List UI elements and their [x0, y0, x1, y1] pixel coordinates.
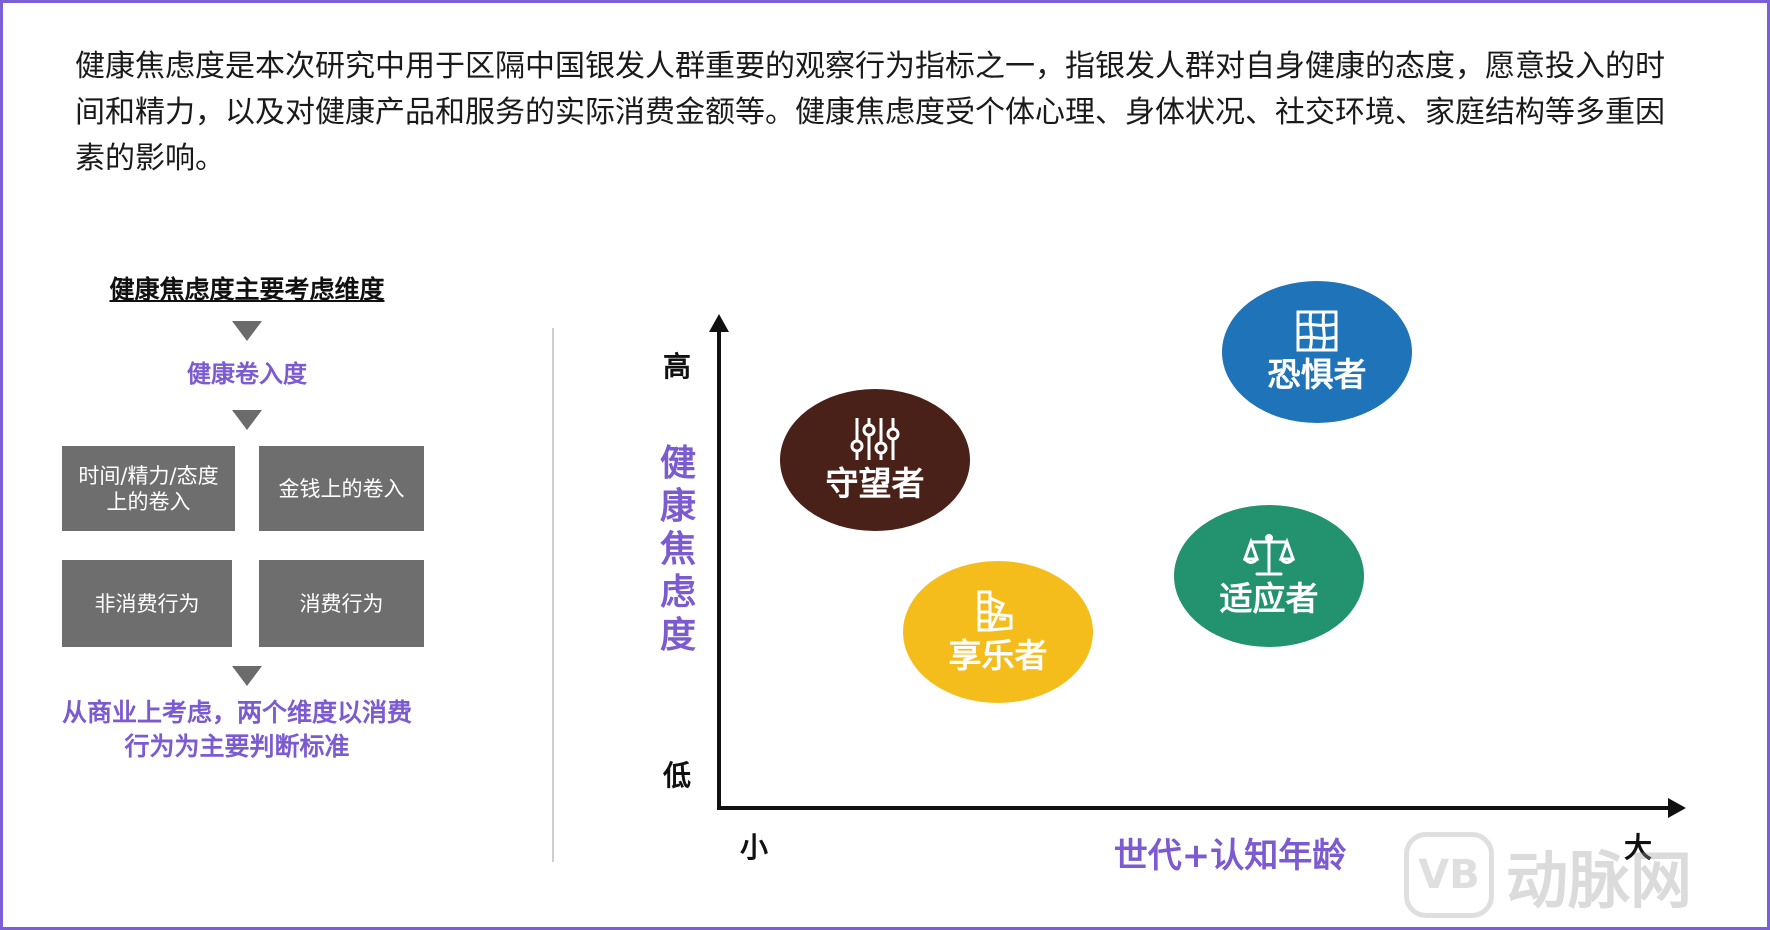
x-axis-line	[717, 806, 1672, 810]
intro-paragraph: 健康焦虑度是本次研究中用于区隔中国银发人群重要的观察行为指标之一，指银发人群对自…	[75, 49, 1665, 176]
x-axis-small-label: 小	[740, 831, 769, 864]
x-axis-title: 世代+认知年龄	[1113, 836, 1347, 876]
box-non-consumption-behavior: 非消费行为	[62, 560, 232, 647]
box-time-effort-involvement: 时间/精力/态度上的卷入	[62, 446, 235, 531]
y-axis-low-label: 低	[663, 759, 692, 792]
down-arrow-1-icon	[232, 321, 262, 341]
segment-bubble-watcher: 守望者	[780, 389, 970, 531]
segment-name-adapter: 适应者	[1219, 579, 1319, 618]
box-consumption-behavior: 消费行为	[259, 560, 424, 647]
watermark: VB 动脉网	[1404, 830, 1692, 920]
color-palette-icon	[977, 590, 1013, 632]
y-axis-arrow-icon	[709, 314, 729, 332]
segment-name-watcher: 守望者	[825, 464, 925, 503]
map-grid-icon	[1296, 310, 1338, 352]
brand-name: 动脉网	[1506, 844, 1693, 917]
panel-divider	[552, 328, 554, 862]
segment-bubble-fearful: 恐惧者	[1222, 281, 1412, 423]
y-axis-line	[717, 325, 721, 810]
box-money-involvement: 金钱上的卷入	[259, 446, 424, 531]
dimensions-title: 健康焦虑度主要考虑维度	[109, 275, 385, 304]
segment-bubble-adapter: 适应者	[1174, 505, 1364, 647]
balance-scale-icon	[1243, 534, 1295, 576]
down-arrow-2-icon	[232, 410, 262, 430]
brand-logo-icon: VB	[1404, 832, 1494, 918]
x-axis-arrow-icon	[1668, 798, 1686, 818]
segment-bubble-hedonist: 享乐者	[903, 561, 1093, 703]
conclusion-text: 从商业上考虑，两个维度以消费行为为主要判断标准	[62, 698, 413, 761]
down-arrow-3-icon	[232, 666, 262, 686]
y-axis-title: 健康焦虑度	[659, 443, 696, 656]
segment-name-fearful: 恐惧者	[1267, 355, 1367, 394]
y-axis-high-label: 高	[663, 350, 692, 383]
segment-name-hedonist: 享乐者	[948, 636, 1048, 675]
sliders-icon	[850, 418, 900, 460]
x-axis-large-label: 大	[1624, 831, 1653, 864]
step-label-involvement: 健康卷入度	[187, 360, 307, 388]
